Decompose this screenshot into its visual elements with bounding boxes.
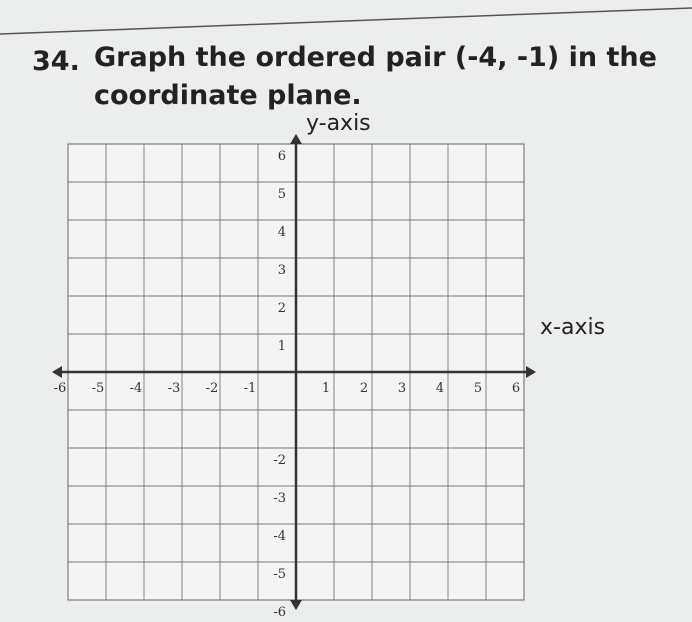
x-tick-label: 3 bbox=[398, 381, 406, 396]
y-tick-label: -6 bbox=[273, 605, 286, 620]
arrow bbox=[290, 134, 302, 144]
x-tick-label: 2 bbox=[360, 381, 368, 396]
question-number: 34. bbox=[32, 46, 80, 77]
y-tick-label: 3 bbox=[278, 263, 286, 278]
x-tick-label: -6 bbox=[54, 381, 67, 396]
x-axis-label: x-axis bbox=[540, 315, 605, 340]
y-tick-label: -4 bbox=[273, 529, 286, 544]
rule-line bbox=[0, 7, 692, 35]
arrow bbox=[526, 366, 536, 378]
x-tick-label: -5 bbox=[92, 381, 105, 396]
x-tick-label: -2 bbox=[206, 381, 219, 396]
arrow bbox=[52, 366, 62, 378]
question-text: coordinate plane. bbox=[94, 80, 362, 111]
y-tick-label: 6 bbox=[278, 149, 286, 164]
x-tick-label: 6 bbox=[512, 381, 520, 396]
x-tick-label: 5 bbox=[474, 381, 482, 396]
y-tick-label: -2 bbox=[273, 453, 286, 468]
y-axis-label: y-axis bbox=[306, 111, 371, 136]
y-tick-label: -3 bbox=[273, 491, 286, 506]
x-tick-label: 4 bbox=[436, 381, 444, 396]
y-tick-label: 5 bbox=[278, 187, 286, 202]
x-tick-label: 1 bbox=[322, 381, 330, 396]
y-tick-label: 4 bbox=[278, 225, 286, 240]
x-tick-label: -4 bbox=[130, 381, 143, 396]
arrow bbox=[290, 600, 302, 610]
grid: -6 -5 -4 -3 -2 -1 1 2 3 4 5 6 6 5 4 3 2 1 -2 -3 -4 -5 -6 bbox=[52, 134, 536, 620]
y-tick-label: 1 bbox=[278, 339, 286, 354]
x-tick-label: -1 bbox=[244, 381, 257, 396]
question-text: Graph the ordered pair (-4, -1) in the bbox=[94, 42, 657, 73]
y-tick-label: 2 bbox=[278, 301, 286, 316]
y-tick-label: -5 bbox=[273, 567, 286, 582]
x-tick-label: -3 bbox=[168, 381, 181, 396]
